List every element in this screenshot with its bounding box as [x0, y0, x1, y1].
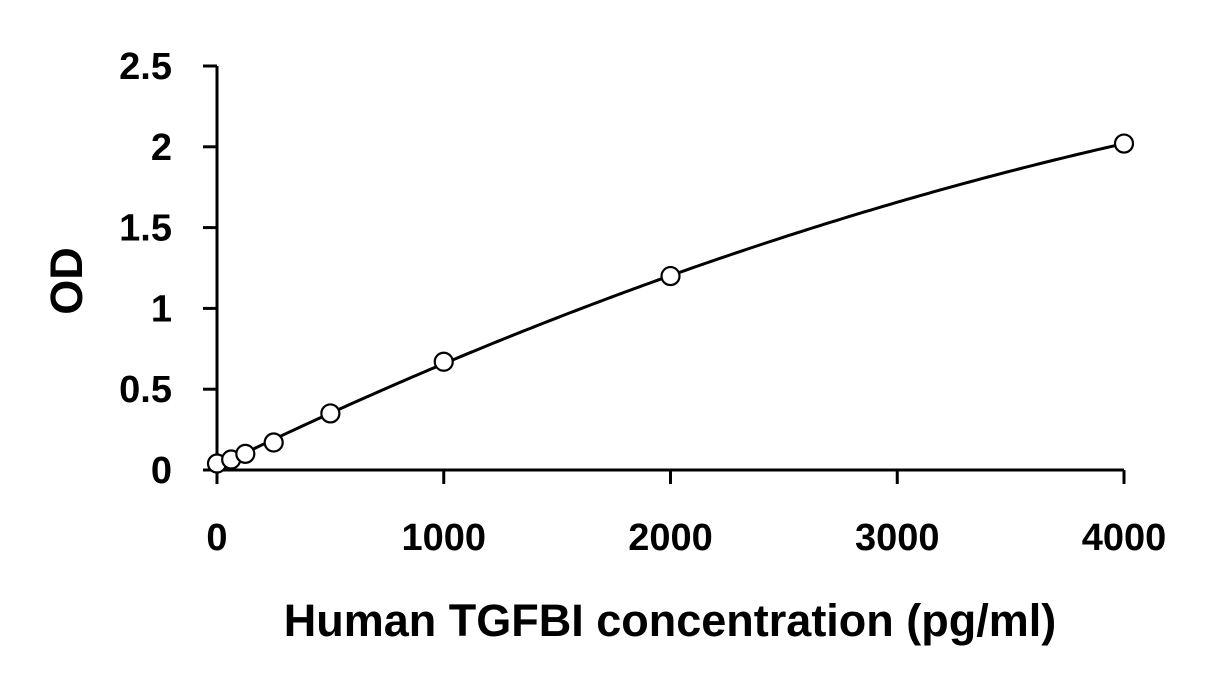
- x-tick-label: 3000: [855, 517, 940, 559]
- data-point: [660, 265, 681, 287]
- y-tick-label: 0.5: [119, 369, 172, 411]
- y-tick-label: 1: [151, 288, 172, 330]
- data-points: [206, 133, 1135, 474]
- y-axis-ticks: 0 0.5 1 1.5 2 2.5: [119, 46, 217, 492]
- data-point: [1113, 133, 1135, 154]
- y-tick-label: 2: [151, 127, 172, 169]
- y-tick-label: 1.5: [119, 208, 172, 250]
- data-point: [235, 443, 256, 464]
- y-tick-label: 0: [151, 450, 172, 492]
- data-point: [433, 351, 454, 372]
- x-axis-ticks: 0 1000 2000 3000 4000: [206, 470, 1166, 559]
- y-tick-label: 2.5: [119, 46, 172, 88]
- fit-curve: [216, 142, 1125, 468]
- x-tick-label: 0: [206, 517, 227, 559]
- data-point: [320, 403, 341, 424]
- x-tick-label: 2000: [628, 517, 713, 559]
- x-tick-label: 4000: [1082, 517, 1167, 559]
- data-point: [263, 432, 284, 453]
- y-axis-title: OD: [41, 247, 92, 315]
- x-tick-label: 1000: [401, 517, 486, 559]
- x-axis-title: Human TGFBI concentration (pg/ml): [284, 595, 1057, 646]
